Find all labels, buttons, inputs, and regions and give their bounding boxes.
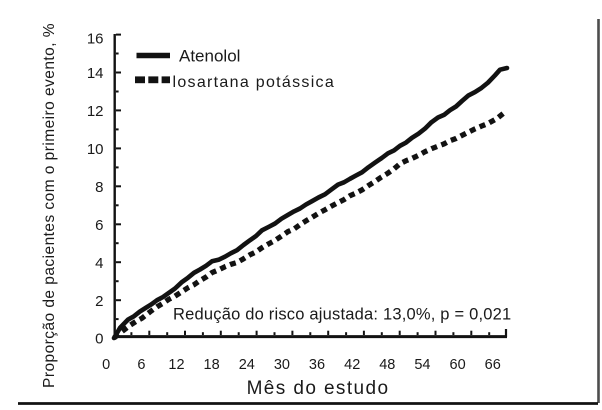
svg-text:0: 0: [95, 331, 103, 348]
svg-text:30: 30: [274, 357, 290, 373]
svg-text:2: 2: [95, 293, 103, 310]
svg-text:8: 8: [95, 179, 103, 196]
svg-text:12: 12: [87, 103, 104, 120]
svg-text:66: 66: [485, 357, 501, 373]
svg-text:24: 24: [239, 357, 255, 373]
svg-text:Mês do estudo: Mês do estudo: [247, 378, 390, 399]
svg-text:16: 16: [87, 31, 104, 48]
svg-text:36: 36: [309, 357, 325, 373]
svg-text:4: 4: [95, 255, 103, 272]
svg-text:42: 42: [344, 357, 360, 373]
svg-text:60: 60: [450, 357, 466, 373]
svg-text:18: 18: [204, 357, 220, 373]
svg-text:54: 54: [414, 357, 430, 373]
svg-text:losartana potássica: losartana potássica: [173, 74, 336, 91]
svg-text:14: 14: [87, 65, 104, 82]
svg-text:Proporção de pacientes com o p: Proporção de pacientes com o primeiro ev…: [41, 23, 58, 388]
svg-text:12: 12: [168, 357, 184, 373]
svg-text:6: 6: [95, 217, 103, 234]
svg-text:6: 6: [137, 357, 145, 373]
svg-text:Redução do risco ajustada: 13,: Redução do risco ajustada: 13,0%, p = 0,…: [173, 306, 511, 324]
svg-text:10: 10: [87, 141, 104, 158]
svg-text:0: 0: [102, 357, 110, 373]
svg-text:48: 48: [379, 357, 395, 373]
svg-text:Atenolol: Atenolol: [179, 47, 240, 66]
